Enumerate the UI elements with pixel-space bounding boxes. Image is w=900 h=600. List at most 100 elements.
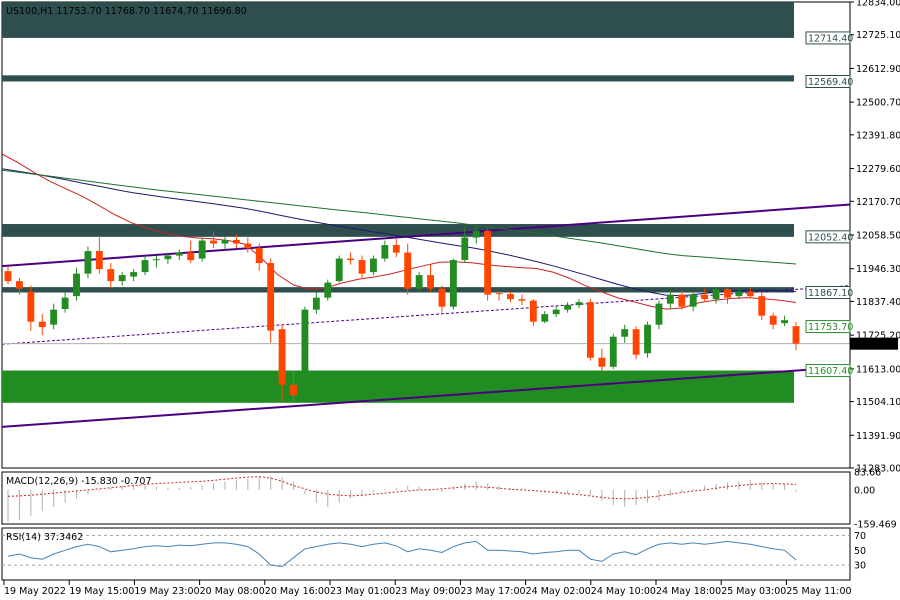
candle-bear	[484, 230, 492, 295]
price-tick-label: 12834.00	[856, 0, 900, 9]
rsi-tick-label: 50	[854, 546, 866, 557]
price-tick-label: 11725.20	[856, 331, 900, 342]
candle-bear	[232, 239, 240, 244]
candle-bull	[552, 309, 560, 315]
candle-bear	[758, 296, 766, 316]
candle-bear	[632, 329, 640, 355]
zone-price-tag-box	[805, 31, 851, 45]
candle-bear	[347, 258, 355, 261]
candle-bull	[50, 309, 58, 325]
candle-bull	[472, 230, 480, 238]
candle-bull	[644, 324, 651, 354]
zone-price-tag: 12714.40	[808, 33, 853, 44]
price-tick-label: 11391.90	[856, 431, 900, 442]
candle-bear	[678, 294, 686, 307]
zone-price-tag: 11753.70	[808, 322, 853, 333]
candle-bull	[415, 275, 423, 289]
candles-layer	[4, 225, 800, 402]
candle-bear	[4, 271, 12, 282]
price-tick-label: 12500.70	[856, 98, 900, 109]
time-axis: 19 May 2022 19 May 15:00 19 May 23:00 20 Ma…	[3, 580, 852, 597]
price-axis: 12834.00 12725.10 12612.90 12500.70 12391.80…	[805, 0, 900, 475]
zone-resistance	[2, 287, 794, 293]
price-tick-label: 11837.40	[856, 297, 900, 308]
candle-bull	[564, 305, 572, 310]
rsi-frame	[1, 527, 851, 581]
macd-tick-label: 0.00	[854, 485, 875, 496]
price-tick-label: 11283.00	[856, 464, 900, 475]
candle-bull	[335, 258, 343, 282]
time-tick-label: 24 May 10:00	[591, 586, 656, 597]
candle-bull	[175, 252, 183, 256]
candle-bull	[221, 239, 229, 244]
candle-bear	[769, 315, 777, 325]
symbol-header: US100,H1 11753.70 11768.70 11674.70 1169…	[6, 6, 247, 17]
candle-bull	[712, 289, 720, 300]
candle-bear	[438, 288, 446, 307]
candle-bull	[461, 237, 469, 261]
moving-averages-layer	[1, 153, 797, 310]
macd-frame	[1, 471, 851, 525]
candle-bull	[735, 291, 743, 297]
zone-resistance	[2, 2, 794, 38]
candle-bull	[312, 297, 320, 310]
zone-price-tag: 12052.40	[808, 232, 853, 243]
candle-bear	[255, 248, 263, 264]
zone-price-tag-box	[805, 286, 851, 300]
candle-bull	[781, 320, 789, 324]
price-tick-label: 11504.10	[856, 397, 900, 408]
zone-support	[2, 370, 794, 403]
candle-bull	[153, 259, 160, 261]
candle-bear	[507, 294, 514, 300]
candle-bear	[95, 251, 103, 270]
candle-bear	[290, 384, 297, 396]
zone-price-tag-box	[805, 74, 851, 88]
current-price-label: 11696.80	[853, 339, 898, 350]
price-tick-label: 12170.70	[856, 197, 900, 208]
candle-bull	[141, 260, 149, 273]
candle-bull	[118, 275, 126, 282]
candle-bear	[724, 289, 731, 298]
candle-bear	[427, 275, 434, 289]
candle-bear	[792, 326, 800, 344]
candle-bear	[15, 281, 23, 289]
candle-bull	[164, 255, 172, 260]
candle-bear	[244, 243, 252, 249]
time-tick-label: 25 May 03:00	[721, 586, 786, 597]
zone-resistance	[2, 224, 794, 237]
candle-bull	[381, 245, 389, 259]
time-tick-label: 19 May 15:00	[69, 586, 134, 597]
candle-bull	[130, 272, 138, 277]
candle-bear	[27, 291, 35, 322]
time-tick-label: 25 May 11:00	[786, 586, 851, 597]
macd-signal-line	[7, 476, 797, 500]
time-tick-label: 24 May 18:00	[656, 586, 721, 597]
candle-bear	[518, 299, 526, 301]
rsi-label: RSI(14) 37.3462	[6, 532, 83, 543]
candle-bear	[404, 252, 412, 289]
candle-bear	[598, 357, 606, 367]
candle-bear	[38, 321, 46, 328]
candle-bull	[655, 303, 663, 325]
price-tick-label: 12725.10	[856, 30, 900, 41]
zone-price-tag-box	[805, 320, 851, 334]
zone-price-tag-box	[805, 364, 851, 378]
time-tick-label: 20 May 08:00	[200, 586, 265, 597]
rsi-line	[7, 540, 797, 568]
candle-bull	[609, 336, 617, 367]
zone-price-tag-box	[805, 230, 851, 244]
price-tick-label: 11946.30	[856, 264, 900, 275]
candle-bear	[495, 293, 503, 295]
zone-price-tag: 12569.40	[808, 77, 853, 88]
rsi-tick-label: 70	[854, 531, 866, 542]
time-tick-label: 19 May 23:00	[134, 586, 199, 597]
candle-bull	[370, 258, 377, 273]
candle-bull	[689, 294, 697, 307]
candle-bull	[621, 329, 629, 337]
rsi-tick-label: 30	[854, 561, 866, 572]
moving-average-line	[1, 169, 797, 265]
macd-tick-label: -159.469	[854, 520, 897, 531]
candle-bear	[187, 252, 195, 261]
candle-bear	[529, 300, 537, 322]
